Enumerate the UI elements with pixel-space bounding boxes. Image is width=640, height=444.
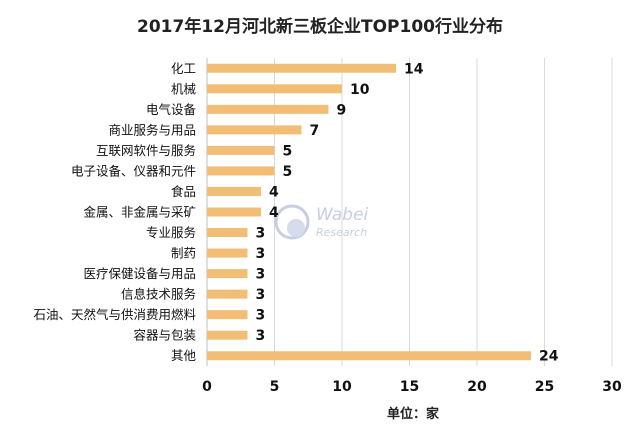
data-label: 9 (337, 102, 347, 118)
bar (207, 145, 275, 155)
x-tick-label: 30 (602, 379, 622, 395)
x-tick-label: 25 (535, 379, 554, 395)
watermark-sub: Research (316, 226, 367, 239)
data-label: 14 (404, 61, 424, 77)
data-label: 3 (256, 226, 266, 242)
chart-title: 2017年12月河北新三板企业TOP100行业分布 (137, 16, 503, 37)
data-label: 24 (539, 349, 559, 365)
category-label: 商业服务与用品 (108, 122, 196, 137)
category-label: 其他 (171, 348, 197, 363)
category-label: 金属、非金属与采矿 (83, 205, 196, 220)
wabei-logo-icon (274, 204, 310, 240)
data-label: 4 (269, 184, 279, 200)
bar (207, 351, 531, 361)
data-label: 3 (256, 328, 266, 344)
ticks-layer: 0 5 10 15 20 25 30 (202, 379, 622, 395)
x-axis-unit-label: 单位：家 (387, 406, 440, 422)
data-label: 5 (283, 143, 293, 159)
bar (207, 269, 248, 279)
bar (207, 166, 275, 176)
data-label: 3 (256, 246, 266, 262)
bar (207, 186, 261, 196)
category-label: 电气设备 (146, 102, 197, 117)
bar (207, 289, 248, 299)
data-label: 5 (283, 164, 293, 180)
category-label: 化工 (171, 61, 196, 76)
watermark-brand: Wabei (316, 205, 369, 225)
x-tick-label: 15 (400, 379, 419, 395)
bar (207, 228, 248, 238)
bar (207, 310, 248, 320)
category-label: 容器与包装 (133, 328, 196, 343)
bar (207, 330, 248, 340)
x-tick-label: 20 (467, 379, 487, 395)
bar (207, 207, 261, 217)
labels-layer: 化工 14 机械 10 电气设备 9 商业服务与用品 7 互联网软件与服务 5 电子设备、仪器和元件… (33, 61, 558, 365)
bar (207, 104, 329, 114)
bar (207, 84, 342, 94)
data-label: 3 (256, 287, 266, 303)
data-label: 3 (256, 308, 266, 324)
category-label: 信息技术服务 (121, 287, 196, 302)
category-label: 互联网软件与服务 (96, 143, 196, 158)
x-tick-label: 0 (202, 379, 212, 395)
data-label: 4 (269, 205, 279, 221)
category-label: 电子设备、仪器和元件 (71, 163, 196, 178)
x-tick-label: 10 (332, 379, 352, 395)
category-label: 医疗保健设备与用品 (83, 266, 196, 281)
grid-layer (206, 58, 613, 366)
category-label: 食品 (171, 184, 196, 199)
bar (207, 248, 248, 258)
data-label: 10 (350, 82, 370, 98)
category-label: 制药 (171, 246, 196, 261)
category-label: 石油、天然气与供消费用燃料 (33, 307, 196, 322)
bar (207, 63, 396, 73)
category-label: 专业服务 (146, 225, 196, 240)
data-label: 3 (256, 267, 266, 283)
x-tick-label: 5 (270, 379, 280, 395)
category-label: 机械 (171, 81, 197, 96)
bars-layer (207, 63, 531, 361)
data-label: 7 (310, 123, 320, 139)
bar (207, 125, 302, 135)
watermark: Wabei Research (274, 204, 369, 240)
